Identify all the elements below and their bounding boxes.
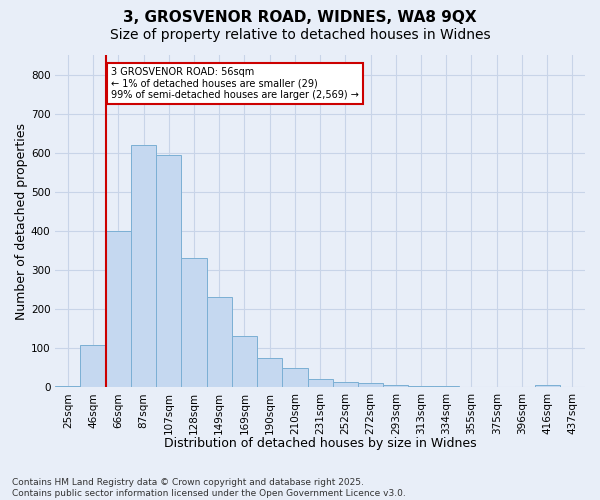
Text: Contains HM Land Registry data © Crown copyright and database right 2025.
Contai: Contains HM Land Registry data © Crown c… <box>12 478 406 498</box>
Bar <box>181 258 206 387</box>
Bar <box>409 386 434 387</box>
Bar <box>206 298 232 387</box>
Bar <box>383 386 409 387</box>
Bar <box>333 382 358 387</box>
Bar <box>80 346 106 387</box>
Bar <box>535 386 560 387</box>
Bar <box>434 386 459 387</box>
Bar <box>55 386 80 387</box>
Text: 3, GROSVENOR ROAD, WIDNES, WA8 9QX: 3, GROSVENOR ROAD, WIDNES, WA8 9QX <box>123 10 477 25</box>
Text: 3 GROSVENOR ROAD: 56sqm
← 1% of detached houses are smaller (29)
99% of semi-det: 3 GROSVENOR ROAD: 56sqm ← 1% of detached… <box>111 66 359 100</box>
Bar <box>232 336 257 387</box>
Bar <box>156 154 181 387</box>
Text: Size of property relative to detached houses in Widnes: Size of property relative to detached ho… <box>110 28 490 42</box>
Bar <box>282 368 308 387</box>
Bar <box>358 384 383 387</box>
Y-axis label: Number of detached properties: Number of detached properties <box>15 122 28 320</box>
Bar <box>257 358 282 387</box>
X-axis label: Distribution of detached houses by size in Widnes: Distribution of detached houses by size … <box>164 437 476 450</box>
Bar <box>308 378 333 387</box>
Bar <box>106 231 131 387</box>
Bar <box>131 145 156 387</box>
